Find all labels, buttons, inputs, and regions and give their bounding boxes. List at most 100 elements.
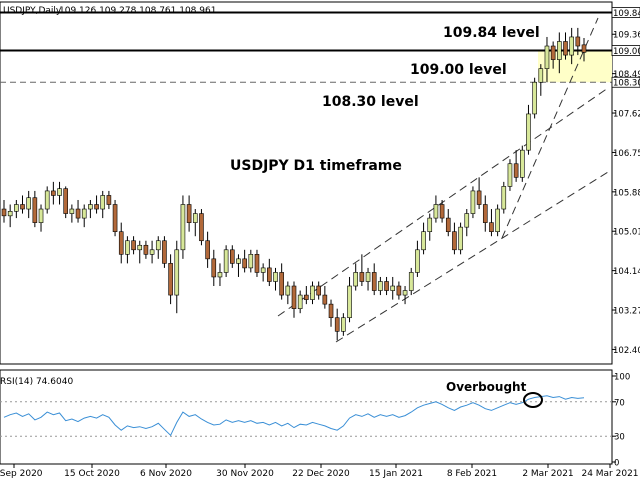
candle-body xyxy=(445,217,451,232)
price-tick-label: 109.360 xyxy=(613,31,640,41)
candle-body xyxy=(186,204,192,223)
highlight-zone xyxy=(538,50,612,83)
candle-body xyxy=(162,240,167,264)
price-tick-label: 105.880 xyxy=(613,188,640,198)
candle-body xyxy=(155,240,161,251)
time-tick-label: 6 Nov 2020 xyxy=(140,469,192,479)
price-tick-label: 104.140 xyxy=(613,267,640,277)
candle-body xyxy=(452,231,457,251)
price-tick-box xyxy=(611,7,640,18)
candle-body xyxy=(1,208,7,217)
candle-body xyxy=(458,226,463,251)
candle-body xyxy=(7,211,13,217)
candle-body xyxy=(513,163,519,178)
candle-body xyxy=(544,45,550,69)
candle-body xyxy=(347,285,352,319)
candle-body xyxy=(143,244,149,255)
candle-body xyxy=(69,208,75,214)
candle-body xyxy=(365,272,371,282)
time-tick-label: 2 Mar 2021 xyxy=(522,469,573,479)
candle-body xyxy=(291,285,297,309)
channel-upper-line xyxy=(277,87,609,317)
candle-body xyxy=(581,44,587,53)
candle-body xyxy=(507,163,513,187)
candle-body xyxy=(328,303,334,319)
rsi-axis: 100 70 30 0 xyxy=(612,373,630,469)
annotation-108-30-level: 108.30 level xyxy=(322,94,419,110)
price-tick-label: 103.270 xyxy=(613,307,640,317)
candle-body xyxy=(427,217,433,232)
candle-body xyxy=(106,195,112,205)
price-tick-label: 105.010 xyxy=(613,228,640,238)
steep-trend-line xyxy=(501,17,599,239)
price-tick-box xyxy=(611,76,640,88)
candle-body xyxy=(199,213,204,242)
price-tick-label: 109.000 xyxy=(613,47,640,57)
candle-body xyxy=(415,249,420,273)
rsi-label: RSI(14) 74.6040 xyxy=(0,377,73,387)
candle-body xyxy=(260,267,266,273)
candle-body xyxy=(482,204,488,223)
candle-body xyxy=(489,222,494,232)
annotation-109-00-bg xyxy=(405,58,509,80)
candles-group xyxy=(1,27,587,341)
rsi-panel-frame xyxy=(0,369,613,465)
candle-body xyxy=(526,113,531,151)
candle-body xyxy=(495,208,500,232)
candle-body xyxy=(112,204,118,232)
rsi-line xyxy=(3,395,585,437)
candle-body xyxy=(131,240,136,251)
time-tick-label: 24 Mar 2021 xyxy=(581,469,638,479)
candle-body xyxy=(81,208,87,219)
candle-body xyxy=(125,240,130,255)
trend-channel xyxy=(277,17,609,343)
annotation-109-00-level: 109.00 level xyxy=(410,62,507,78)
timeframe-annotation: USDJPY D1 timeframe xyxy=(230,158,402,174)
candle-body xyxy=(439,204,445,219)
candle-body xyxy=(304,294,309,300)
candle-body xyxy=(20,204,25,210)
candle-body xyxy=(408,272,414,291)
candle-body xyxy=(285,285,291,296)
candle-body xyxy=(359,272,365,282)
candle-body xyxy=(569,36,574,56)
symbol-label: USDJPY,Daily xyxy=(3,6,62,16)
candle-body xyxy=(211,258,217,278)
candle-body xyxy=(402,290,408,296)
overbought-circle xyxy=(523,392,543,408)
time-tick-label: 15 Oct 2020 xyxy=(64,469,120,479)
candle-body xyxy=(223,249,229,273)
price-tick-label: 107.620 xyxy=(613,110,640,120)
candle-body xyxy=(322,294,328,305)
candle-body xyxy=(464,213,470,228)
candle-body xyxy=(38,208,44,223)
time-tick-label: 22 Dec 2020 xyxy=(292,469,350,479)
candle-body xyxy=(575,36,581,47)
channel-lower-line xyxy=(335,171,609,343)
candle-body xyxy=(75,208,81,219)
candle-body xyxy=(242,258,247,269)
candle-body xyxy=(57,188,62,196)
candle-body xyxy=(310,285,315,300)
candle-body xyxy=(421,231,426,251)
candle-body xyxy=(192,213,198,223)
candle-body xyxy=(396,285,402,296)
candle-body xyxy=(100,195,106,210)
time-tick-label: 8 Feb 2021 xyxy=(447,469,497,479)
time-tick-label: 30 Nov 2020 xyxy=(216,469,274,479)
price-tick-box xyxy=(611,45,640,56)
candle-body xyxy=(433,204,439,219)
price-tick-label: 102.400 xyxy=(613,346,640,356)
candle-body xyxy=(273,272,278,282)
rsi-tick-label: 30 xyxy=(614,433,625,443)
candle-body xyxy=(174,249,180,296)
candle-body xyxy=(32,197,38,223)
candle-body xyxy=(334,317,340,332)
time-tick-label: 15 Jan 2021 xyxy=(369,469,423,479)
price-axis: 109.840 109.360 109.000 108.490108.300 107.6… xyxy=(611,7,640,356)
candle-body xyxy=(180,204,186,251)
candle-body xyxy=(279,272,284,296)
time-axis: 29 Sep 2020 15 Oct 2020 6 Nov 2020 30 Nov 2… xyxy=(0,464,639,479)
candle-body xyxy=(297,294,303,309)
